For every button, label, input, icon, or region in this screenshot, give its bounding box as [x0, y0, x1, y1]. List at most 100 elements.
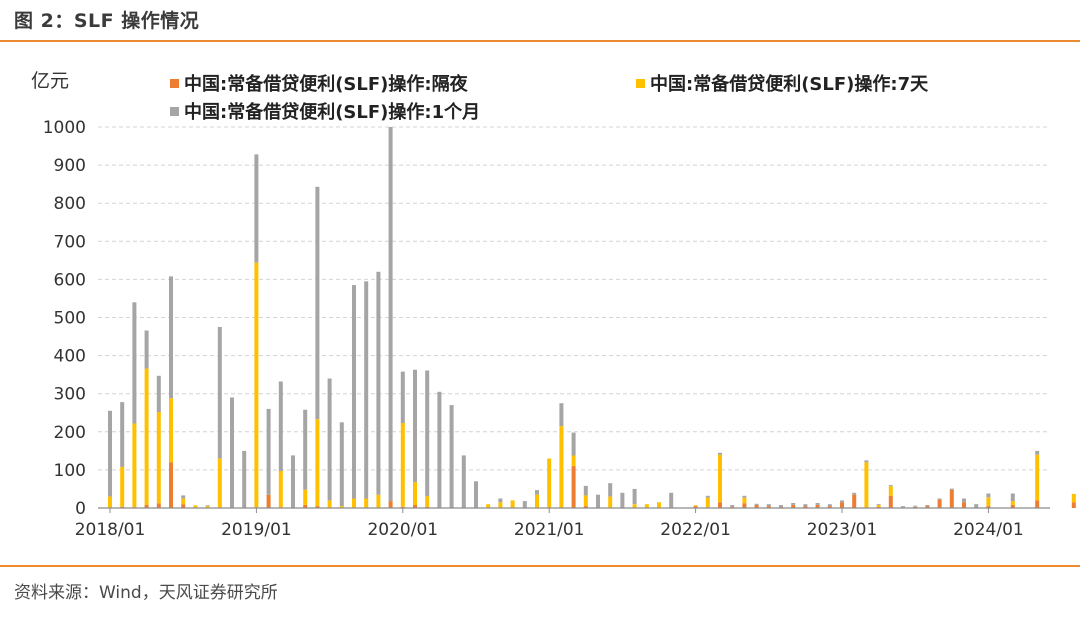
y-tick-label: 800 [54, 194, 86, 214]
bar-1month-2023-09 [937, 498, 942, 500]
bar-7day-2021-09 [644, 504, 649, 508]
axes: 0 100 200 300 400 500 600 700 800 900 1000 2018/01 2… [43, 118, 1050, 540]
bar-overnight-2022-12 [827, 506, 832, 508]
bar-1month-2020-01 [400, 371, 405, 423]
bar-1month-2018-11 [230, 397, 234, 508]
bar-1month-2024-01 [986, 493, 991, 498]
bars [108, 127, 1076, 508]
bar-1month-2021-06 [608, 483, 613, 497]
bar-7day-2020-01 [400, 423, 405, 507]
legend-item-1month: 中国:常备借贷便利(SLF)操作:1个月 [170, 98, 480, 124]
bar-1month-2021-07 [620, 492, 625, 508]
x-tick-label: 2018/01 [75, 520, 146, 540]
bar-overnight-2019-05 [303, 505, 308, 508]
bottom-divider [0, 565, 1080, 567]
bar-1month-2021-05 [596, 494, 600, 508]
legend-swatch-7day [636, 78, 645, 88]
bar-overnight-2024-01 [986, 506, 991, 508]
bar-overnight-2018-07 [181, 504, 186, 508]
bar-1month-2023-12 [974, 504, 979, 508]
bar-7day-2019-07 [327, 500, 332, 508]
bar-1month-2019-04 [291, 455, 295, 508]
bar-1month-2020-12 [535, 490, 539, 495]
bar-7day-2018-06 [169, 398, 173, 463]
bar-1month-2022-03 [718, 452, 722, 455]
bar-overnight-2019-06 [315, 506, 320, 508]
bar-overnight-2022-07 [766, 506, 771, 508]
bar-1month-2020-07 [474, 481, 478, 508]
bar-7day-2019-01 [254, 262, 259, 508]
bar-1month-2023-07 [913, 505, 918, 507]
bar-overnight-2023-05 [888, 495, 893, 508]
bar-1month-2021-04 [583, 485, 588, 496]
bar-1month-2018-01 [108, 410, 112, 497]
bar-1month-2024-05 [1035, 450, 1040, 455]
bar-1month-2023-02 [852, 492, 857, 495]
bar-7day-2020-12 [535, 494, 539, 508]
bar-1month-2019-11 [376, 271, 381, 495]
bar-1month-2020-11 [522, 501, 527, 508]
bar-1month-2021-08 [632, 488, 637, 505]
legend-label-1month: 中国:常备借贷便利(SLF)操作:1个月 [184, 102, 481, 123]
bar-overnight-2019-12 [388, 501, 393, 508]
bar-overnight-2021-04 [583, 506, 588, 508]
bar-1month-2023-01 [840, 500, 844, 503]
bar-overnight-2022-03 [718, 502, 722, 508]
bar-1month-2023-04 [876, 504, 881, 505]
bar-7day-2018-08 [193, 505, 198, 508]
bar-7day-2021-01 [547, 458, 552, 508]
bar-overnight-2018-04 [144, 505, 149, 508]
bar-1month-2018-10 [217, 327, 222, 459]
bar-1month-2019-05 [303, 409, 308, 490]
bar-1month-2018-12 [242, 450, 247, 508]
bar-7day-2021-10 [657, 502, 661, 508]
bar-overnight-2021-03 [571, 466, 576, 508]
bar-7day-2022-05 [742, 497, 747, 504]
figure-title: 图 2：SLF 操作情况 [14, 10, 200, 32]
bar-1month-2021-03 [571, 432, 576, 456]
bar-1month-2018-04 [144, 330, 149, 369]
y-tick-label: 100 [54, 461, 86, 481]
y-tick-label: 900 [54, 156, 86, 176]
bar-overnight-2018-06 [169, 462, 173, 508]
bar-overnight-2023-10 [949, 489, 954, 508]
bar-overnight-2022-11 [815, 505, 820, 508]
bar-7day-2021-08 [632, 504, 637, 508]
bar-overnight-2022-09 [791, 505, 796, 508]
bar-1month-2018-05 [156, 375, 161, 412]
y-tick-label: 500 [54, 309, 86, 329]
bar-1month-2018-09 [205, 505, 210, 507]
y-tick-label: 700 [54, 232, 86, 252]
x-tick-label: 2021/01 [514, 520, 585, 540]
bar-1month-2018-06 [169, 276, 173, 399]
bar-overnight-2023-08 [925, 506, 930, 508]
bar-overnight-2022-05 [742, 503, 747, 508]
bar-1month-2023-08 [925, 505, 930, 507]
bar-7day-2018-05 [156, 412, 161, 504]
legend-swatch-overnight [170, 78, 179, 88]
bar-overnight-2024-03 [1010, 505, 1015, 508]
x-tick-label: 2023/01 [807, 520, 878, 540]
bar-7day-2021-06 [608, 496, 613, 508]
bar-7day-2018-07 [181, 498, 186, 505]
bar-1month-2019-03 [278, 381, 283, 471]
bar-1month-2023-06 [901, 506, 905, 508]
y-tick-label: 400 [54, 347, 86, 367]
bar-7day-2019-05 [303, 489, 308, 505]
source-note: 资料来源：Wind，天风证券研究所 [14, 583, 278, 603]
bar-7day-2020-02 [413, 482, 417, 505]
bar-7day-2019-10 [364, 498, 369, 508]
bar-overnight-2024-05 [1035, 500, 1040, 508]
x-tick-label: 2020/01 [367, 520, 438, 540]
bar-1month-2021-11 [669, 492, 674, 508]
bar-7day-2018-03 [132, 423, 137, 508]
y-tick-label: 300 [54, 385, 86, 405]
bar-7day-2019-09 [352, 498, 356, 508]
x-tick-label: 2024/01 [953, 520, 1024, 540]
bar-overnight-2022-06 [754, 505, 759, 508]
x-tick-label: 2022/01 [660, 520, 731, 540]
bar-overnight-2023-11 [962, 502, 966, 508]
bar-overnight-2024-08 [1071, 502, 1076, 508]
bar-7day-2024-03 [1010, 501, 1015, 505]
